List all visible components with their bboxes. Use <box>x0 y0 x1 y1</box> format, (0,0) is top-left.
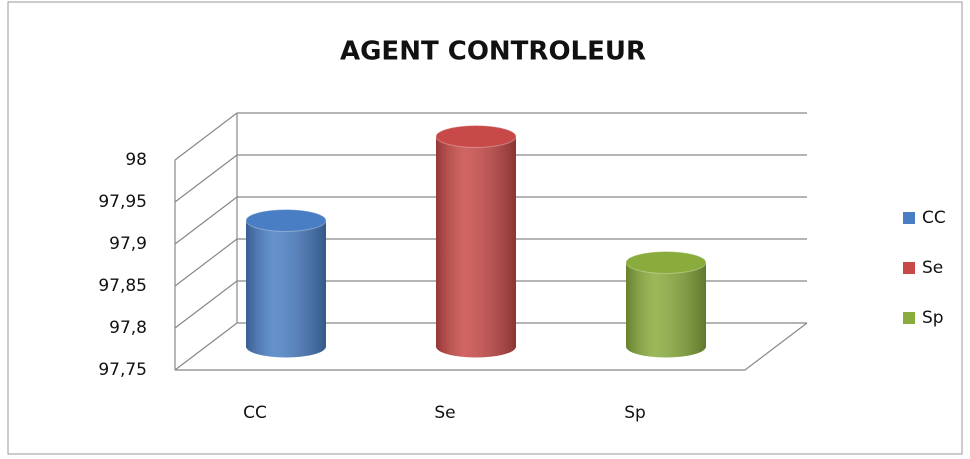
grid-line <box>174 196 807 245</box>
grid-line <box>174 322 807 371</box>
grid-line <box>174 238 807 287</box>
x-tick-label: Sp <box>624 403 646 423</box>
legend-swatch <box>903 262 915 274</box>
y-tick-label: 97,85 <box>98 276 147 296</box>
legend-swatch <box>903 212 915 224</box>
y-tick-label: 97,95 <box>98 192 147 212</box>
grid-line <box>174 154 807 203</box>
bar <box>625 251 707 358</box>
x-tick-label: CC <box>243 403 267 423</box>
grid-line <box>174 280 807 329</box>
legend-label: CC <box>922 208 946 228</box>
bar <box>435 125 517 358</box>
grid-line <box>174 112 807 161</box>
y-tick-label: 97,75 <box>98 360 147 380</box>
y-tick-label: 97,9 <box>109 234 147 254</box>
legend-label: Sp <box>922 308 944 328</box>
legend-label: Se <box>922 258 943 278</box>
floor <box>175 322 808 371</box>
legend-swatch <box>903 312 915 324</box>
x-tick-label: Se <box>434 403 455 423</box>
chart-title: AGENT CONTROLEUR <box>340 37 646 67</box>
bar <box>245 209 327 358</box>
y-tick-label: 98 <box>125 150 147 170</box>
y-tick-label: 97,8 <box>109 318 147 338</box>
